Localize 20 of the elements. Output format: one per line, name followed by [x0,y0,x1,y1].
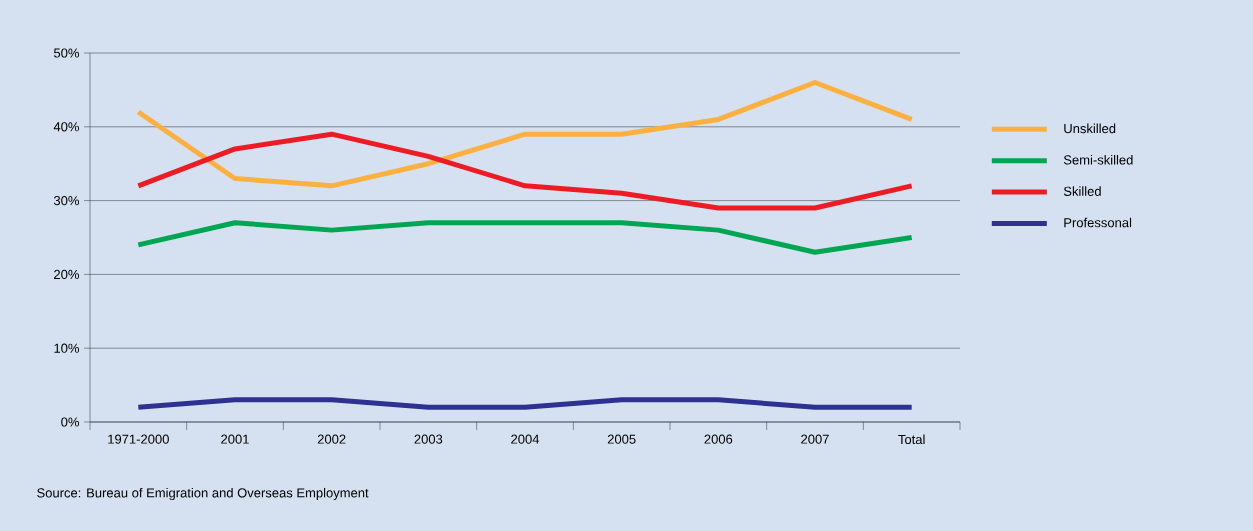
legend-label: Unskilled [1064,123,1116,134]
x-tick-label: 1971-2000 [108,434,169,444]
x-tick-label: 2002 [317,434,346,444]
legend-label: Skilled [1063,186,1101,196]
x-tick-label: Total [898,434,925,445]
legend-label: Semi-skilled [1063,154,1133,165]
y-tick-label: 50% [53,48,80,58]
source-note: Source: Bureau of Emigration and Overseas Employment [37,487,369,501]
legend-label: Professonal [1064,217,1132,228]
y-tick-label: 0% [61,417,80,427]
y-tick-label: 20% [54,269,80,279]
x-tick-label: 2001 [221,434,249,444]
x-tick-label: 2004 [511,434,540,444]
y-tick-label: 30% [53,195,80,206]
x-tick-label: 2006 [704,434,733,444]
y-tick-label: 40% [53,122,80,132]
y-tick-label: 10% [54,343,80,353]
x-tick-label: 2003 [414,434,443,444]
x-tick-label: 2007 [801,434,829,444]
x-tick-label: 2005 [607,434,636,444]
